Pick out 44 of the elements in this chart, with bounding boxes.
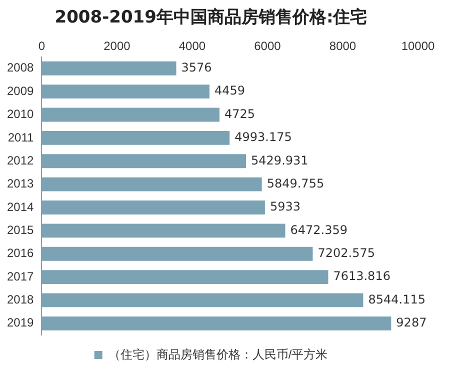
bar bbox=[42, 316, 392, 330]
y-tick-label: 2012 bbox=[6, 153, 34, 168]
bar bbox=[42, 224, 286, 238]
chart-title: 2008-2019年中国商品房销售价格:住宅 bbox=[54, 8, 368, 28]
data-label: 5849.755 bbox=[266, 176, 324, 190]
y-tick-label: 2015 bbox=[6, 222, 34, 237]
data-label: 6472.359 bbox=[290, 222, 348, 237]
data-label: 7613.816 bbox=[333, 269, 390, 284]
y-tick-label: 2019 bbox=[6, 316, 34, 330]
bar bbox=[42, 270, 328, 284]
data-label: 9287 bbox=[396, 316, 427, 330]
y-tick-label: 2013 bbox=[6, 176, 34, 191]
bar bbox=[42, 108, 220, 122]
data-label: 8544.115 bbox=[368, 292, 426, 306]
y-tick-label: 2016 bbox=[6, 246, 34, 260]
legend-label: （住宅）商品房销售价格：人民币/平方米 bbox=[108, 347, 328, 362]
x-tick-label: 4000 bbox=[178, 38, 206, 53]
y-tick-label: 2014 bbox=[6, 200, 34, 214]
x-tick-label: 0 bbox=[38, 38, 46, 53]
x-tick-label: 10000 bbox=[401, 38, 436, 53]
bar bbox=[42, 293, 364, 308]
data-label: 5933 bbox=[270, 200, 301, 214]
data-label: 4459 bbox=[214, 84, 246, 98]
data-label: 3576 bbox=[181, 60, 212, 75]
bar bbox=[42, 84, 210, 99]
x-tick-label: 2000 bbox=[104, 38, 131, 53]
data-label: 4725 bbox=[224, 106, 256, 121]
data-label: 5429.931 bbox=[251, 153, 308, 168]
bar bbox=[42, 154, 246, 168]
y-tick-label: 2008 bbox=[6, 60, 34, 75]
data-label: 4993.175 bbox=[234, 130, 292, 144]
x-tick-label: 6000 bbox=[254, 38, 282, 53]
bar bbox=[42, 246, 313, 261]
bar bbox=[42, 130, 230, 145]
bar bbox=[42, 177, 262, 192]
y-tick-label: 2010 bbox=[6, 107, 34, 122]
y-tick-label: 2011 bbox=[8, 130, 34, 144]
y-tick-label: 2009 bbox=[6, 84, 34, 98]
y-tick-label: 2017 bbox=[6, 269, 34, 284]
data-label: 7202.575 bbox=[318, 246, 375, 260]
bar bbox=[42, 200, 265, 214]
x-tick-label: 8000 bbox=[329, 38, 356, 53]
bar bbox=[42, 61, 176, 76]
y-tick-label: 2018 bbox=[6, 292, 34, 307]
